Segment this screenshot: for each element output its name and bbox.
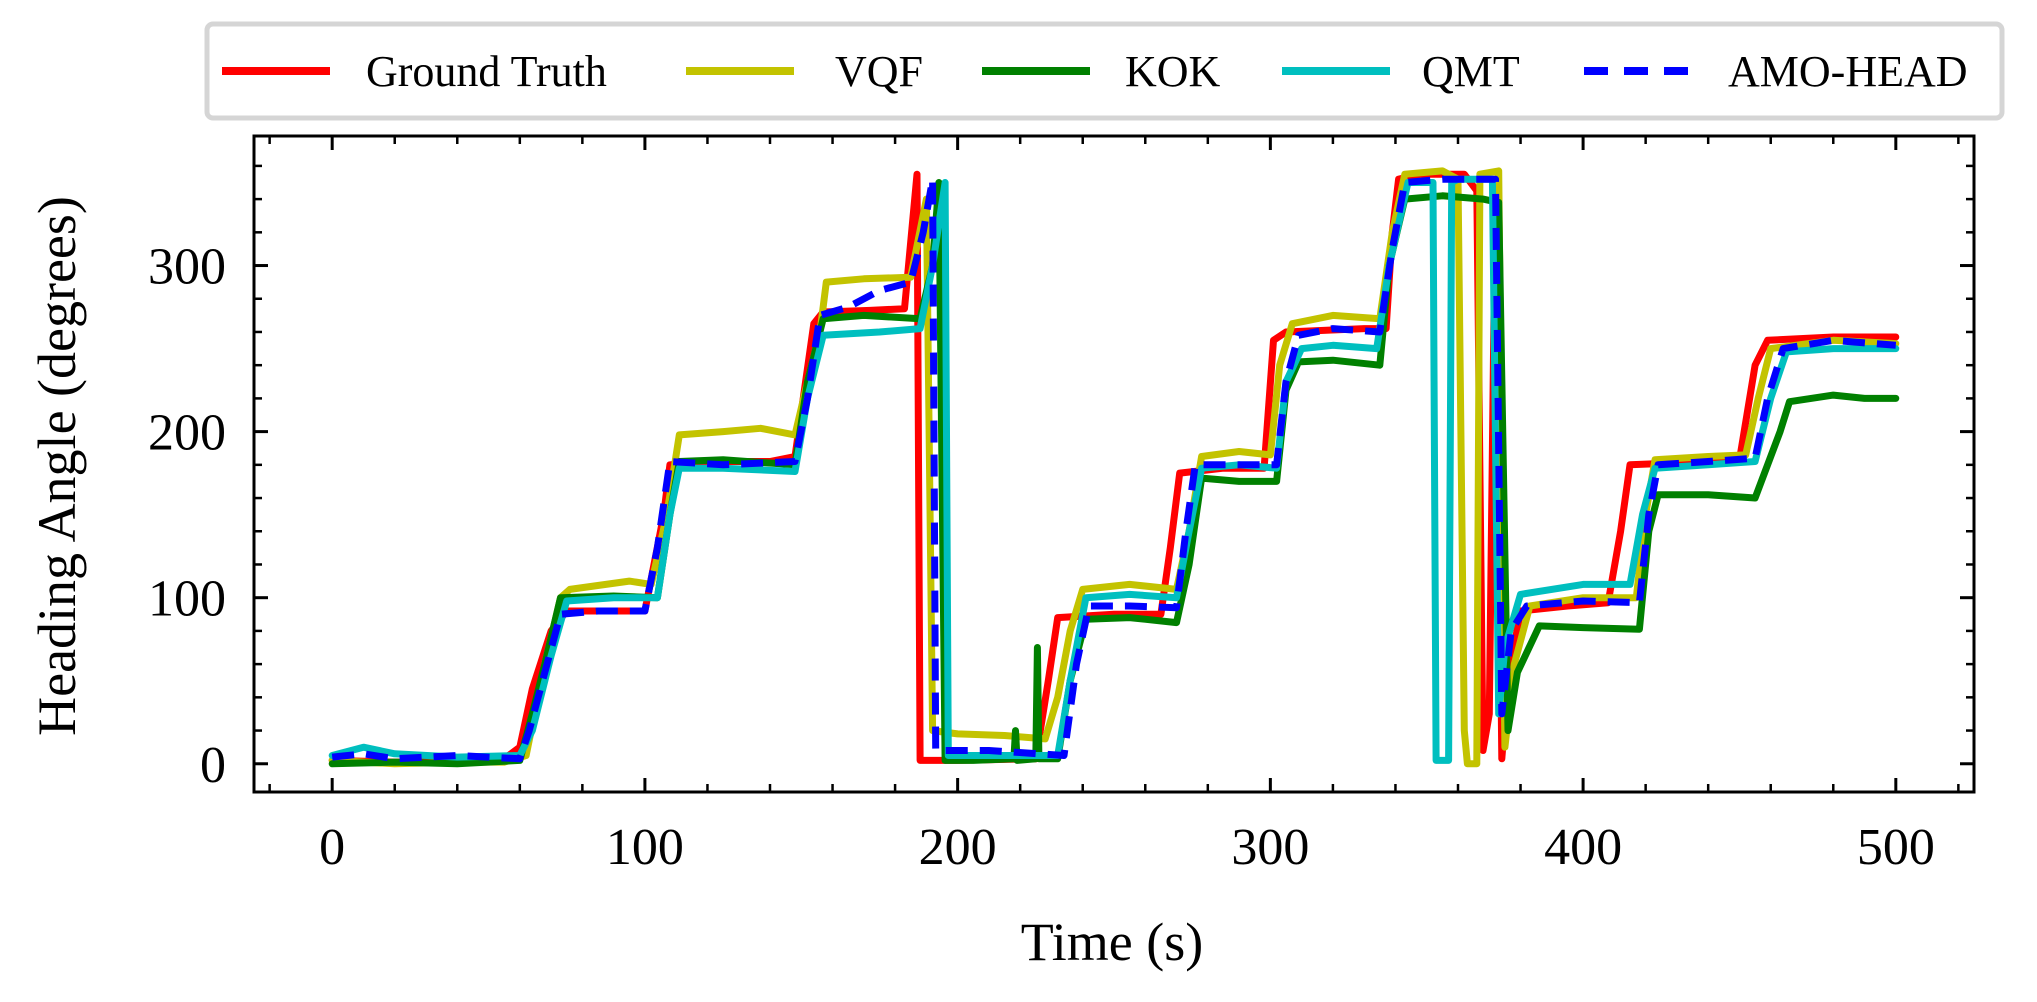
x-tick-label: 100 [606,819,684,876]
x-tick-label: 500 [1857,819,1935,876]
y-axis-title: Heading Angle (degrees) [27,196,87,736]
x-tick-label: 400 [1544,819,1622,876]
y-tick-label: 300 [148,239,226,296]
plot-frame [252,134,1976,794]
legend-label-amo-head: AMO-HEAD [1728,47,1968,96]
series-line-qmt [328,175,1900,764]
x-tick-label: 300 [1231,819,1309,876]
series-line-kok [328,179,1900,768]
legend-frame [204,21,2005,121]
axis-ticks: 0 100 200 300 400 500 0 100 200 300 [148,136,1974,876]
y-tick-label: 0 [200,737,226,794]
series-lines [328,167,1900,768]
x-axis-title: Time (s) [1021,912,1204,972]
x-tick-label: 200 [919,819,997,876]
y-tick-label: 200 [148,405,226,462]
y-tick-label: 100 [148,571,226,628]
legend-label-kok: KOK [1125,47,1221,96]
legend-label-vqf: VQF [835,47,923,96]
x-tick-label: 0 [319,819,345,876]
legend-label-qmt: QMT [1422,47,1520,96]
legend: Ground Truth VQF KOK QMT AMO-HEAD [204,21,2005,121]
series-line-amo-head [331,175,1897,763]
legend-label-ground-truth: Ground Truth [366,47,607,96]
